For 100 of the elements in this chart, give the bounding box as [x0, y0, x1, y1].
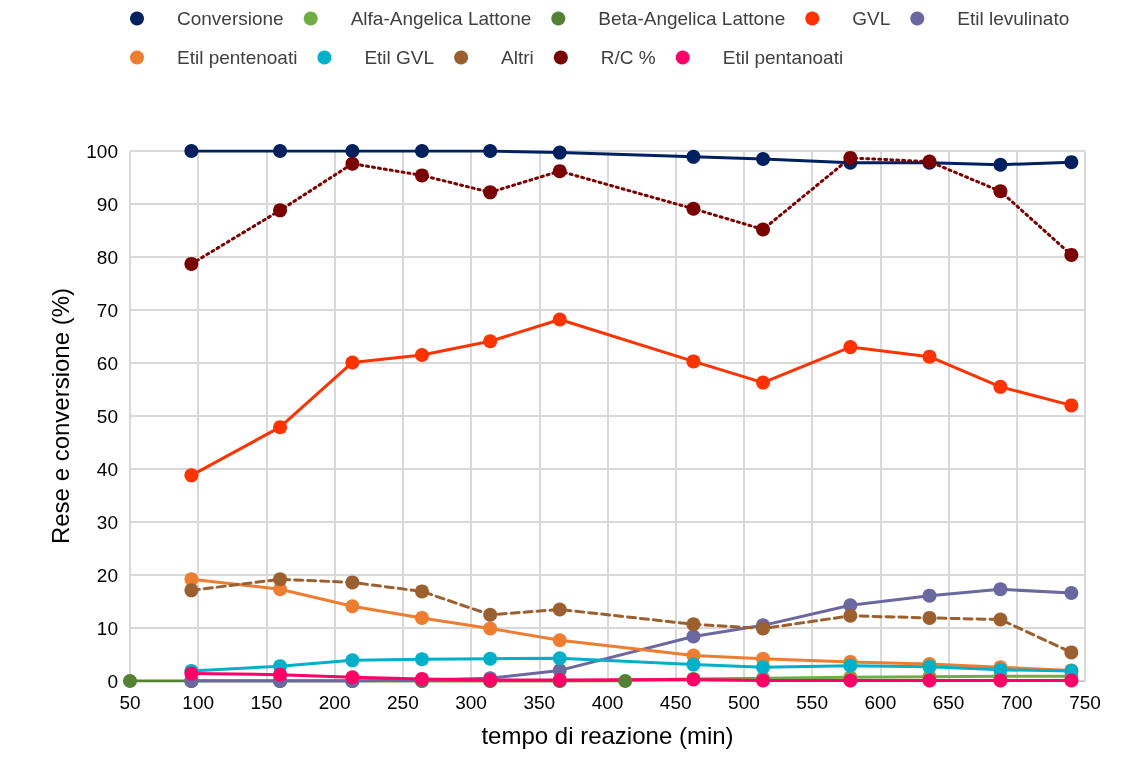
point [922, 349, 937, 364]
point [1064, 673, 1079, 688]
point [414, 348, 429, 363]
legend-label: Conversione [177, 8, 284, 29]
point [756, 375, 771, 390]
point [843, 658, 858, 673]
point [686, 629, 701, 644]
point [843, 340, 858, 355]
point [345, 144, 360, 158]
point [686, 617, 701, 632]
point [552, 633, 567, 648]
point [922, 610, 937, 625]
point [993, 673, 1008, 688]
x-tick-label: 250 [387, 692, 419, 713]
point [922, 673, 937, 688]
point [756, 660, 771, 675]
point [1064, 247, 1079, 262]
x-tick-label: 750 [1069, 692, 1101, 713]
x-tick-label: 300 [455, 692, 487, 713]
x-tick-label: 100 [182, 692, 215, 713]
point [993, 582, 1008, 597]
point [922, 588, 937, 603]
x-tick-label: 50 [119, 692, 141, 713]
point [414, 610, 429, 625]
point [843, 150, 858, 165]
point [618, 674, 633, 688]
x-tick-label: 600 [864, 692, 897, 713]
point [843, 608, 858, 623]
legend-label: Etil levulinato [957, 8, 1070, 29]
x-tick-label: 700 [1000, 692, 1033, 713]
point [184, 583, 199, 598]
point [345, 156, 360, 171]
x-tick-label: 150 [250, 692, 283, 713]
y-tick-label: 60 [96, 352, 118, 374]
legend-label: Etil pentanoati [722, 47, 844, 68]
point [123, 674, 137, 688]
y-tick-label: 70 [96, 299, 118, 321]
point [1064, 645, 1079, 660]
x-tick-label: 650 [932, 692, 965, 713]
point [414, 144, 429, 158]
point [483, 651, 498, 666]
y-tick-label: 20 [96, 564, 118, 586]
x-tick-label: 200 [318, 692, 351, 713]
point [686, 657, 701, 672]
point [345, 670, 360, 685]
x-tick-label: 400 [591, 692, 624, 713]
y-axis-title: Rese e conversione (%) [46, 287, 74, 545]
y-tick-label: 30 [96, 511, 118, 533]
point [414, 652, 429, 667]
point [686, 201, 701, 216]
y-tick-label: 40 [96, 458, 118, 480]
point [552, 312, 567, 327]
point [483, 607, 498, 622]
point [686, 354, 701, 369]
point [1064, 398, 1079, 413]
point [345, 599, 360, 614]
point [483, 185, 498, 200]
legend-label: Beta-Angelica Lattone [598, 8, 786, 29]
point [756, 222, 771, 237]
y-tick-label: 100 [86, 140, 118, 162]
point [345, 575, 360, 590]
point [345, 653, 360, 668]
point [273, 203, 288, 218]
point [993, 379, 1008, 394]
point [483, 621, 498, 636]
point [414, 584, 429, 599]
point [552, 602, 567, 617]
y-tick-label: 50 [96, 405, 118, 427]
point [686, 149, 701, 164]
point [184, 256, 199, 271]
y-tick-label: 90 [96, 193, 118, 215]
legend-label: Etil GVL [364, 47, 435, 68]
y-tick-label: 0 [107, 670, 118, 692]
legend-label: Alfa-Angelica Lattone [350, 8, 532, 29]
y-tick-label: 80 [96, 246, 118, 268]
legend-label: Etil pentenoati [177, 47, 298, 68]
legend-label: R/C % [600, 47, 656, 68]
point [483, 334, 498, 349]
point [414, 168, 429, 183]
x-axis-title: tempo di reazione (min) [481, 721, 734, 749]
point [483, 144, 498, 158]
point [552, 145, 567, 160]
point [756, 151, 771, 166]
x-tick-label: 550 [796, 692, 828, 713]
point [993, 184, 1008, 199]
point [1064, 586, 1079, 601]
y-tick-label: 10 [96, 617, 118, 639]
point [1064, 155, 1079, 170]
point [552, 164, 567, 179]
point [273, 420, 288, 435]
point [184, 144, 199, 158]
point [993, 612, 1008, 627]
point [345, 355, 360, 370]
point [184, 468, 199, 483]
point [273, 144, 288, 158]
legend-label: Altri [501, 47, 534, 68]
legend-label: GVL [852, 8, 891, 29]
point [273, 667, 288, 682]
x-tick-label: 450 [659, 692, 692, 713]
x-tick-label: 500 [728, 692, 760, 713]
